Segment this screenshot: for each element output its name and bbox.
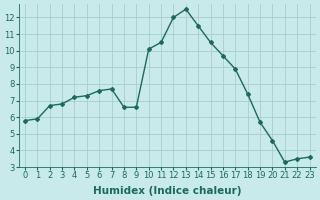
X-axis label: Humidex (Indice chaleur): Humidex (Indice chaleur) [93,186,242,196]
